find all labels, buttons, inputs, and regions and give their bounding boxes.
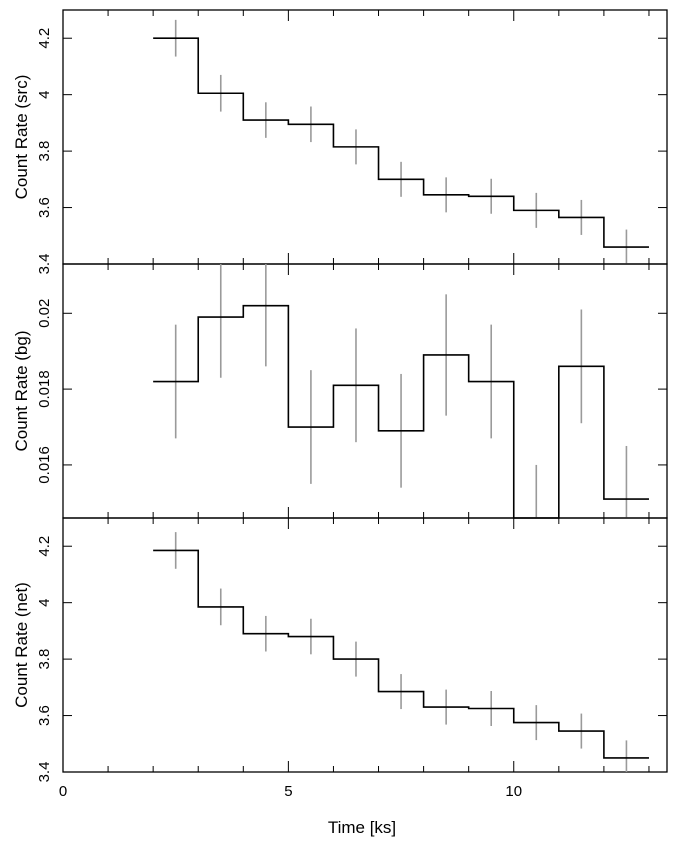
x-axis-label: Time [ks] bbox=[328, 818, 396, 837]
ytick-label: 3.6 bbox=[36, 197, 53, 218]
panel-bg-ylabel: Count Rate (bg) bbox=[12, 331, 31, 452]
xtick-label: 5 bbox=[284, 783, 292, 800]
step-line bbox=[153, 304, 649, 519]
xtick-label: 10 bbox=[505, 783, 522, 800]
ytick-label: 3.4 bbox=[36, 762, 53, 783]
panel-net-frame bbox=[62, 517, 668, 773]
panel-bg-frame bbox=[62, 263, 668, 519]
panel-net: 3.4 3.6 3.8 4 4.2 Count Rate (net) bbox=[12, 517, 668, 783]
ytick-label: 0.016 bbox=[36, 446, 53, 484]
panel-src-frame bbox=[62, 9, 668, 265]
panel-bg: 0.016 0.018 0.02 Count Rate (bg) bbox=[12, 263, 668, 519]
ytick-label: 3.6 bbox=[36, 705, 53, 726]
ytick-label: 0.018 bbox=[36, 370, 53, 408]
step-line bbox=[153, 37, 649, 248]
xtick-label: 0 bbox=[59, 783, 67, 800]
ytick-label: 3.4 bbox=[36, 254, 53, 275]
panel-src-ylabel: Count Rate (src) bbox=[12, 75, 31, 200]
ytick-label: 4.2 bbox=[36, 28, 53, 49]
ytick-label: 4.2 bbox=[36, 536, 53, 557]
ytick-label: 3.8 bbox=[36, 649, 53, 670]
panel-src: 3.4 3.6 3.8 4 4.2 Count Rate (src) bbox=[12, 9, 668, 275]
ytick-label: 4 bbox=[36, 598, 53, 606]
ytick-label: 0.02 bbox=[36, 299, 53, 328]
panel-net-ylabel: Count Rate (net) bbox=[12, 582, 31, 708]
ytick-label: 3.8 bbox=[36, 141, 53, 162]
step-line bbox=[153, 549, 649, 759]
ytick-label: 4 bbox=[36, 90, 53, 98]
